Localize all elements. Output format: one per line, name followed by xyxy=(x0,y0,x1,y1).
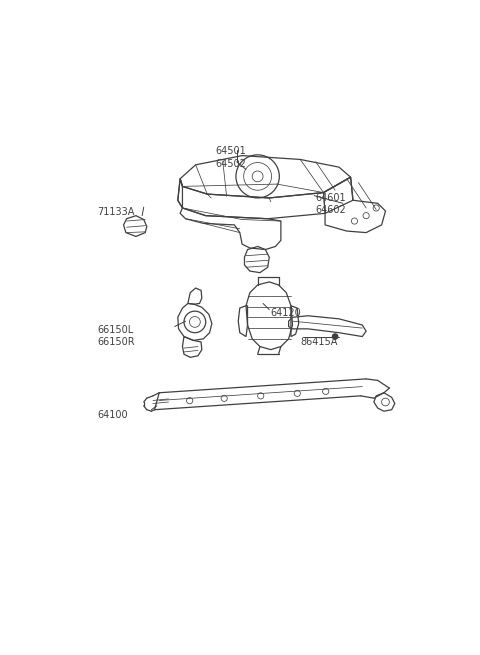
Text: 86415A: 86415A xyxy=(300,337,337,346)
Text: 64100: 64100 xyxy=(97,409,128,420)
Text: 66150L
66150R: 66150L 66150R xyxy=(97,325,135,347)
Text: 64601
64602: 64601 64602 xyxy=(316,193,347,215)
Text: 71133A: 71133A xyxy=(97,207,134,217)
Text: 64120: 64120 xyxy=(271,308,301,318)
Circle shape xyxy=(333,334,338,339)
Text: 64501
64502: 64501 64502 xyxy=(215,146,246,169)
